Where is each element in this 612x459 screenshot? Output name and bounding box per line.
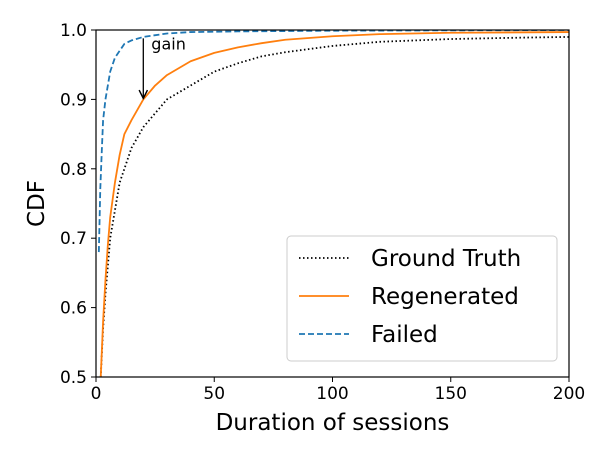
- y-tick-label: 0.9: [60, 90, 87, 110]
- legend-label-failed: Failed: [371, 322, 438, 348]
- series-line-failed: [97, 30, 569, 253]
- y-axis-label: CDF: [24, 180, 50, 227]
- legend-box: [286, 235, 558, 362]
- annotation-layer: gain: [143, 34, 186, 98]
- x-tick-label: 100: [316, 384, 348, 404]
- series-layer: [97, 30, 569, 377]
- y-tick-label: 0.8: [60, 160, 87, 180]
- x-axis-label: Duration of sessions: [216, 410, 450, 436]
- x-tick-label: 0: [91, 384, 102, 404]
- y-tick-label: 1.0: [60, 21, 87, 41]
- y-tick-label: 0.5: [60, 368, 87, 388]
- legend: Ground Truth Regenerated Failed: [286, 235, 558, 362]
- y-tick-label: 0.7: [60, 229, 87, 249]
- legend-label-ground-truth: Ground Truth: [371, 246, 521, 272]
- x-tick-label: 150: [435, 384, 467, 404]
- series-line-ground-truth: [99, 36, 569, 377]
- series-line-regenerated: [99, 31, 569, 377]
- x-tick-label: 200: [553, 384, 585, 404]
- y-tick-label: 0.6: [60, 299, 87, 319]
- legend-label-regenerated: Regenerated: [371, 284, 519, 310]
- y-ticks: 0.5 0.6 0.7 0.8 0.9 1.0: [60, 21, 96, 388]
- gain-annotation-label: gain: [151, 34, 186, 53]
- x-tick-label: 50: [203, 384, 225, 404]
- x-ticks: 0 50 100 150 200: [91, 377, 585, 404]
